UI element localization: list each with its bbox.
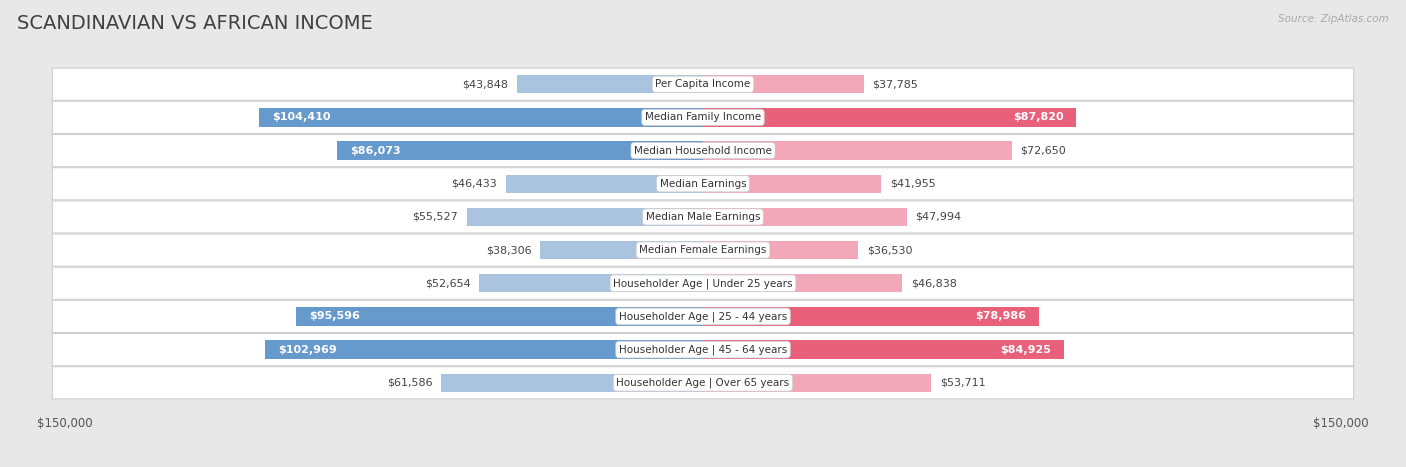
Text: $84,925: $84,925 <box>1001 345 1052 354</box>
FancyBboxPatch shape <box>52 134 1354 167</box>
Text: Per Capita Income: Per Capita Income <box>655 79 751 89</box>
Bar <box>703 75 863 93</box>
Text: Median Female Earnings: Median Female Earnings <box>640 245 766 255</box>
Text: Median Male Earnings: Median Male Earnings <box>645 212 761 222</box>
Text: $41,955: $41,955 <box>890 179 935 189</box>
FancyBboxPatch shape <box>52 68 1354 100</box>
Text: Householder Age | 25 - 44 years: Householder Age | 25 - 44 years <box>619 311 787 322</box>
FancyBboxPatch shape <box>52 300 1354 333</box>
Text: $46,838: $46,838 <box>911 278 956 288</box>
Bar <box>703 340 1064 359</box>
Text: $47,994: $47,994 <box>915 212 962 222</box>
Text: $52,654: $52,654 <box>425 278 471 288</box>
Text: $87,820: $87,820 <box>1014 113 1064 122</box>
Bar <box>506 175 703 193</box>
Text: $36,530: $36,530 <box>868 245 912 255</box>
Text: $102,969: $102,969 <box>278 345 336 354</box>
Bar <box>441 374 703 392</box>
Bar <box>703 142 1012 160</box>
Bar <box>467 208 703 226</box>
Bar <box>297 307 703 325</box>
Bar <box>703 241 858 259</box>
Bar <box>703 307 1039 325</box>
Text: $37,785: $37,785 <box>872 79 918 89</box>
Text: $95,596: $95,596 <box>309 311 360 321</box>
Text: $86,073: $86,073 <box>350 146 401 156</box>
FancyBboxPatch shape <box>52 367 1354 399</box>
Bar <box>540 241 703 259</box>
FancyBboxPatch shape <box>52 201 1354 233</box>
Bar <box>703 108 1077 127</box>
Text: SCANDINAVIAN VS AFRICAN INCOME: SCANDINAVIAN VS AFRICAN INCOME <box>17 14 373 33</box>
Text: Median Earnings: Median Earnings <box>659 179 747 189</box>
FancyBboxPatch shape <box>52 168 1354 200</box>
Text: $104,410: $104,410 <box>271 113 330 122</box>
Text: $61,586: $61,586 <box>387 378 433 388</box>
FancyBboxPatch shape <box>52 234 1354 266</box>
Bar <box>337 142 703 160</box>
Bar <box>266 340 703 359</box>
FancyBboxPatch shape <box>52 333 1354 366</box>
Text: $53,711: $53,711 <box>941 378 986 388</box>
Text: Source: ZipAtlas.com: Source: ZipAtlas.com <box>1278 14 1389 24</box>
Text: Median Household Income: Median Household Income <box>634 146 772 156</box>
FancyBboxPatch shape <box>52 101 1354 134</box>
Text: Householder Age | Over 65 years: Householder Age | Over 65 years <box>616 377 790 388</box>
FancyBboxPatch shape <box>52 267 1354 299</box>
Text: Median Family Income: Median Family Income <box>645 113 761 122</box>
Bar <box>516 75 703 93</box>
Text: $43,848: $43,848 <box>463 79 508 89</box>
Bar <box>703 175 882 193</box>
Bar <box>259 108 703 127</box>
Bar <box>703 208 907 226</box>
Text: $78,986: $78,986 <box>976 311 1026 321</box>
Bar <box>479 274 703 292</box>
Text: $38,306: $38,306 <box>486 245 531 255</box>
Text: Householder Age | Under 25 years: Householder Age | Under 25 years <box>613 278 793 289</box>
Bar <box>703 374 931 392</box>
Text: $46,433: $46,433 <box>451 179 498 189</box>
Text: Householder Age | 45 - 64 years: Householder Age | 45 - 64 years <box>619 344 787 355</box>
Text: $72,650: $72,650 <box>1021 146 1066 156</box>
Bar <box>703 274 903 292</box>
Text: $55,527: $55,527 <box>412 212 458 222</box>
